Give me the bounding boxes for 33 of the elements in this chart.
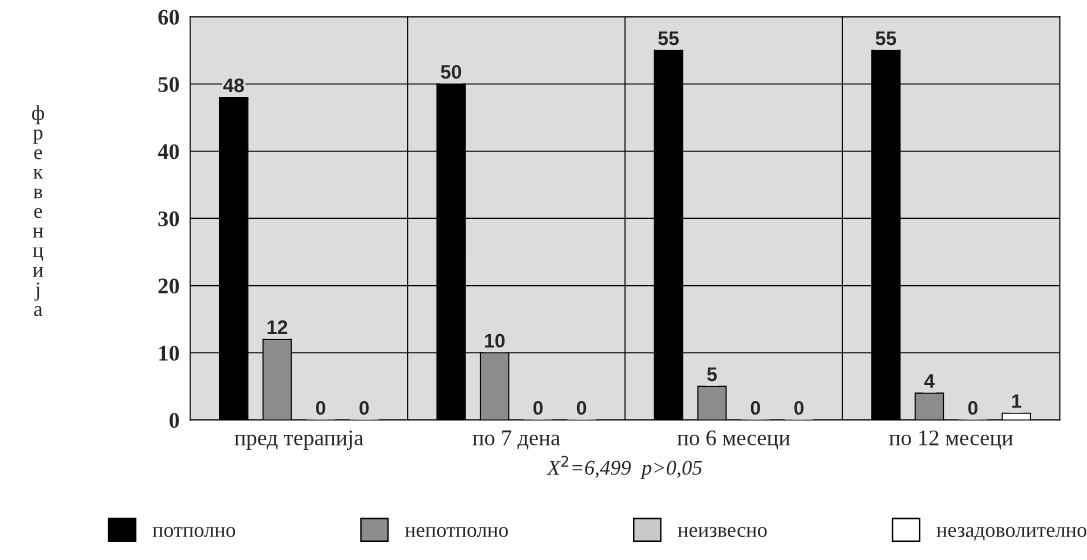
x-tick-label: по 12 месеци — [889, 430, 1013, 450]
legend-label: незадоволително — [936, 527, 1087, 541]
y-tick-label: 60 — [158, 9, 179, 25]
y-tick-label: 30 — [158, 211, 179, 227]
data-label: 0 — [359, 401, 369, 415]
legend-label: неизвесно — [677, 527, 767, 538]
data-label: 0 — [576, 401, 587, 415]
data-label: 50 — [440, 65, 462, 79]
x-tick-label: по 7 дена — [472, 430, 561, 450]
data-label: 55 — [875, 31, 897, 46]
x-tick-label: пред терапија — [234, 430, 364, 450]
text: фреквенција — [32, 105, 45, 317]
x-tick-label: по 6 месеци — [677, 430, 790, 450]
legend-label: потполно — [152, 527, 236, 538]
data-label: 4 — [924, 374, 935, 388]
legend-label: непотполно — [405, 527, 508, 538]
data-label: 5 — [707, 367, 717, 382]
data-label: 0 — [968, 401, 978, 415]
data-label: 48 — [223, 78, 244, 93]
data-label: 10 — [485, 333, 505, 348]
y-tick-label: 20 — [158, 278, 179, 294]
y-tick-label: 50 — [158, 76, 179, 92]
data-label: 0 — [533, 401, 543, 415]
y-tick-label: 0 — [169, 412, 179, 428]
y-tick-label: 10 — [159, 345, 179, 361]
data-label: 1 — [1012, 394, 1022, 408]
data-label: 0 — [316, 401, 326, 415]
data-label: 12 — [267, 320, 288, 334]
y-tick-label: 40 — [157, 144, 179, 160]
data-label: 55 — [658, 31, 679, 46]
data-label: 0 — [794, 401, 804, 415]
data-label: 0 — [750, 401, 761, 415]
text: X$^{2}$=6,499 p>0,05 — [546, 455, 702, 480]
